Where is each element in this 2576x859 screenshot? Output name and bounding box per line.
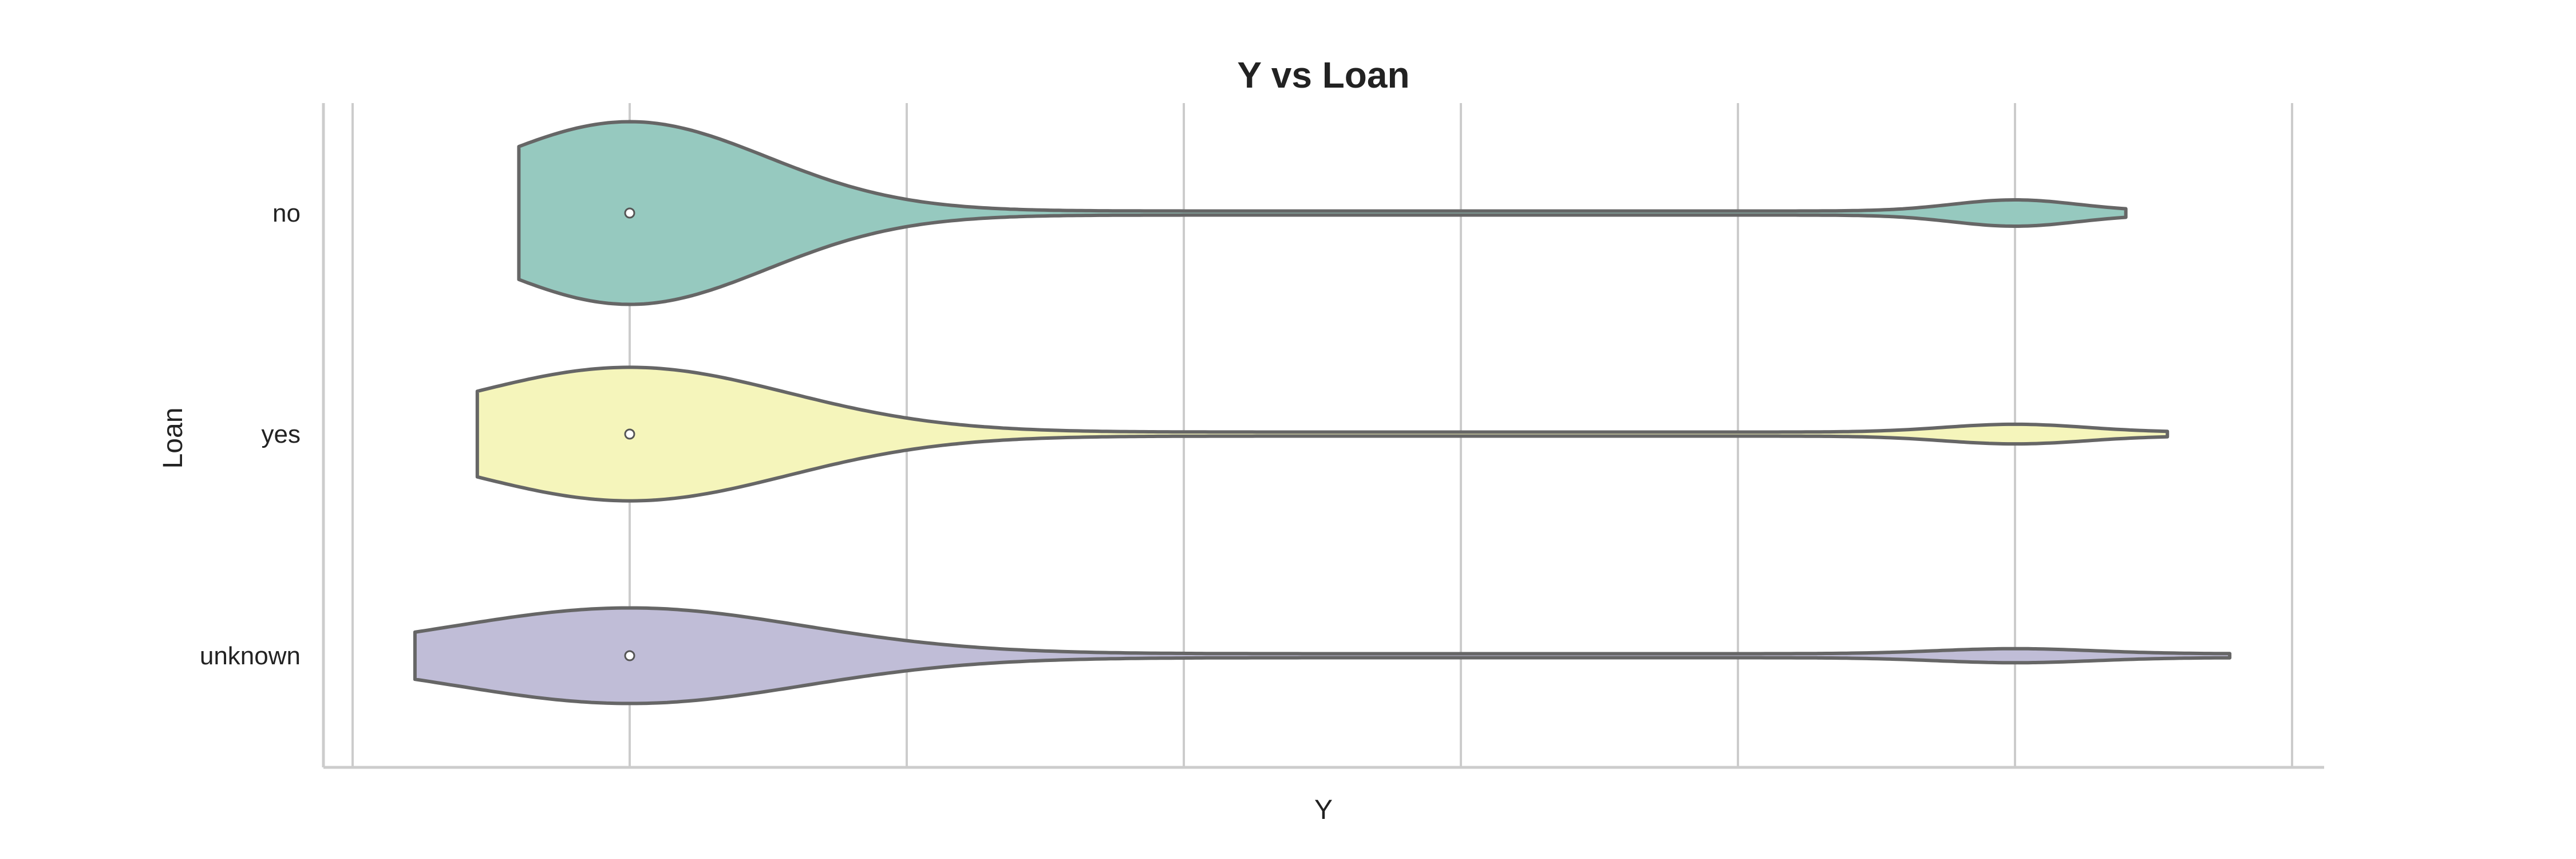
median-marker-yes	[624, 428, 635, 440]
y-tick-label-no: no	[272, 199, 301, 227]
violin-unknown	[413, 606, 2232, 706]
chart-title: Y vs Loan	[1237, 54, 1409, 96]
labels: Y vs Loan Y Loan no yes unknown	[158, 54, 1410, 825]
violin-no	[517, 120, 2128, 306]
y-tick-label-yes: yes	[262, 420, 301, 448]
median-marker-unknown	[624, 650, 635, 661]
violins	[413, 120, 2232, 706]
y-axis-label: Loan	[158, 408, 188, 469]
axes-spines	[322, 103, 2324, 769]
x-axis-label: Y	[1314, 795, 1333, 825]
median-marker-no	[624, 207, 635, 219]
y-tick-label-unknown: unknown	[200, 642, 301, 670]
violin-yes	[475, 365, 2170, 503]
